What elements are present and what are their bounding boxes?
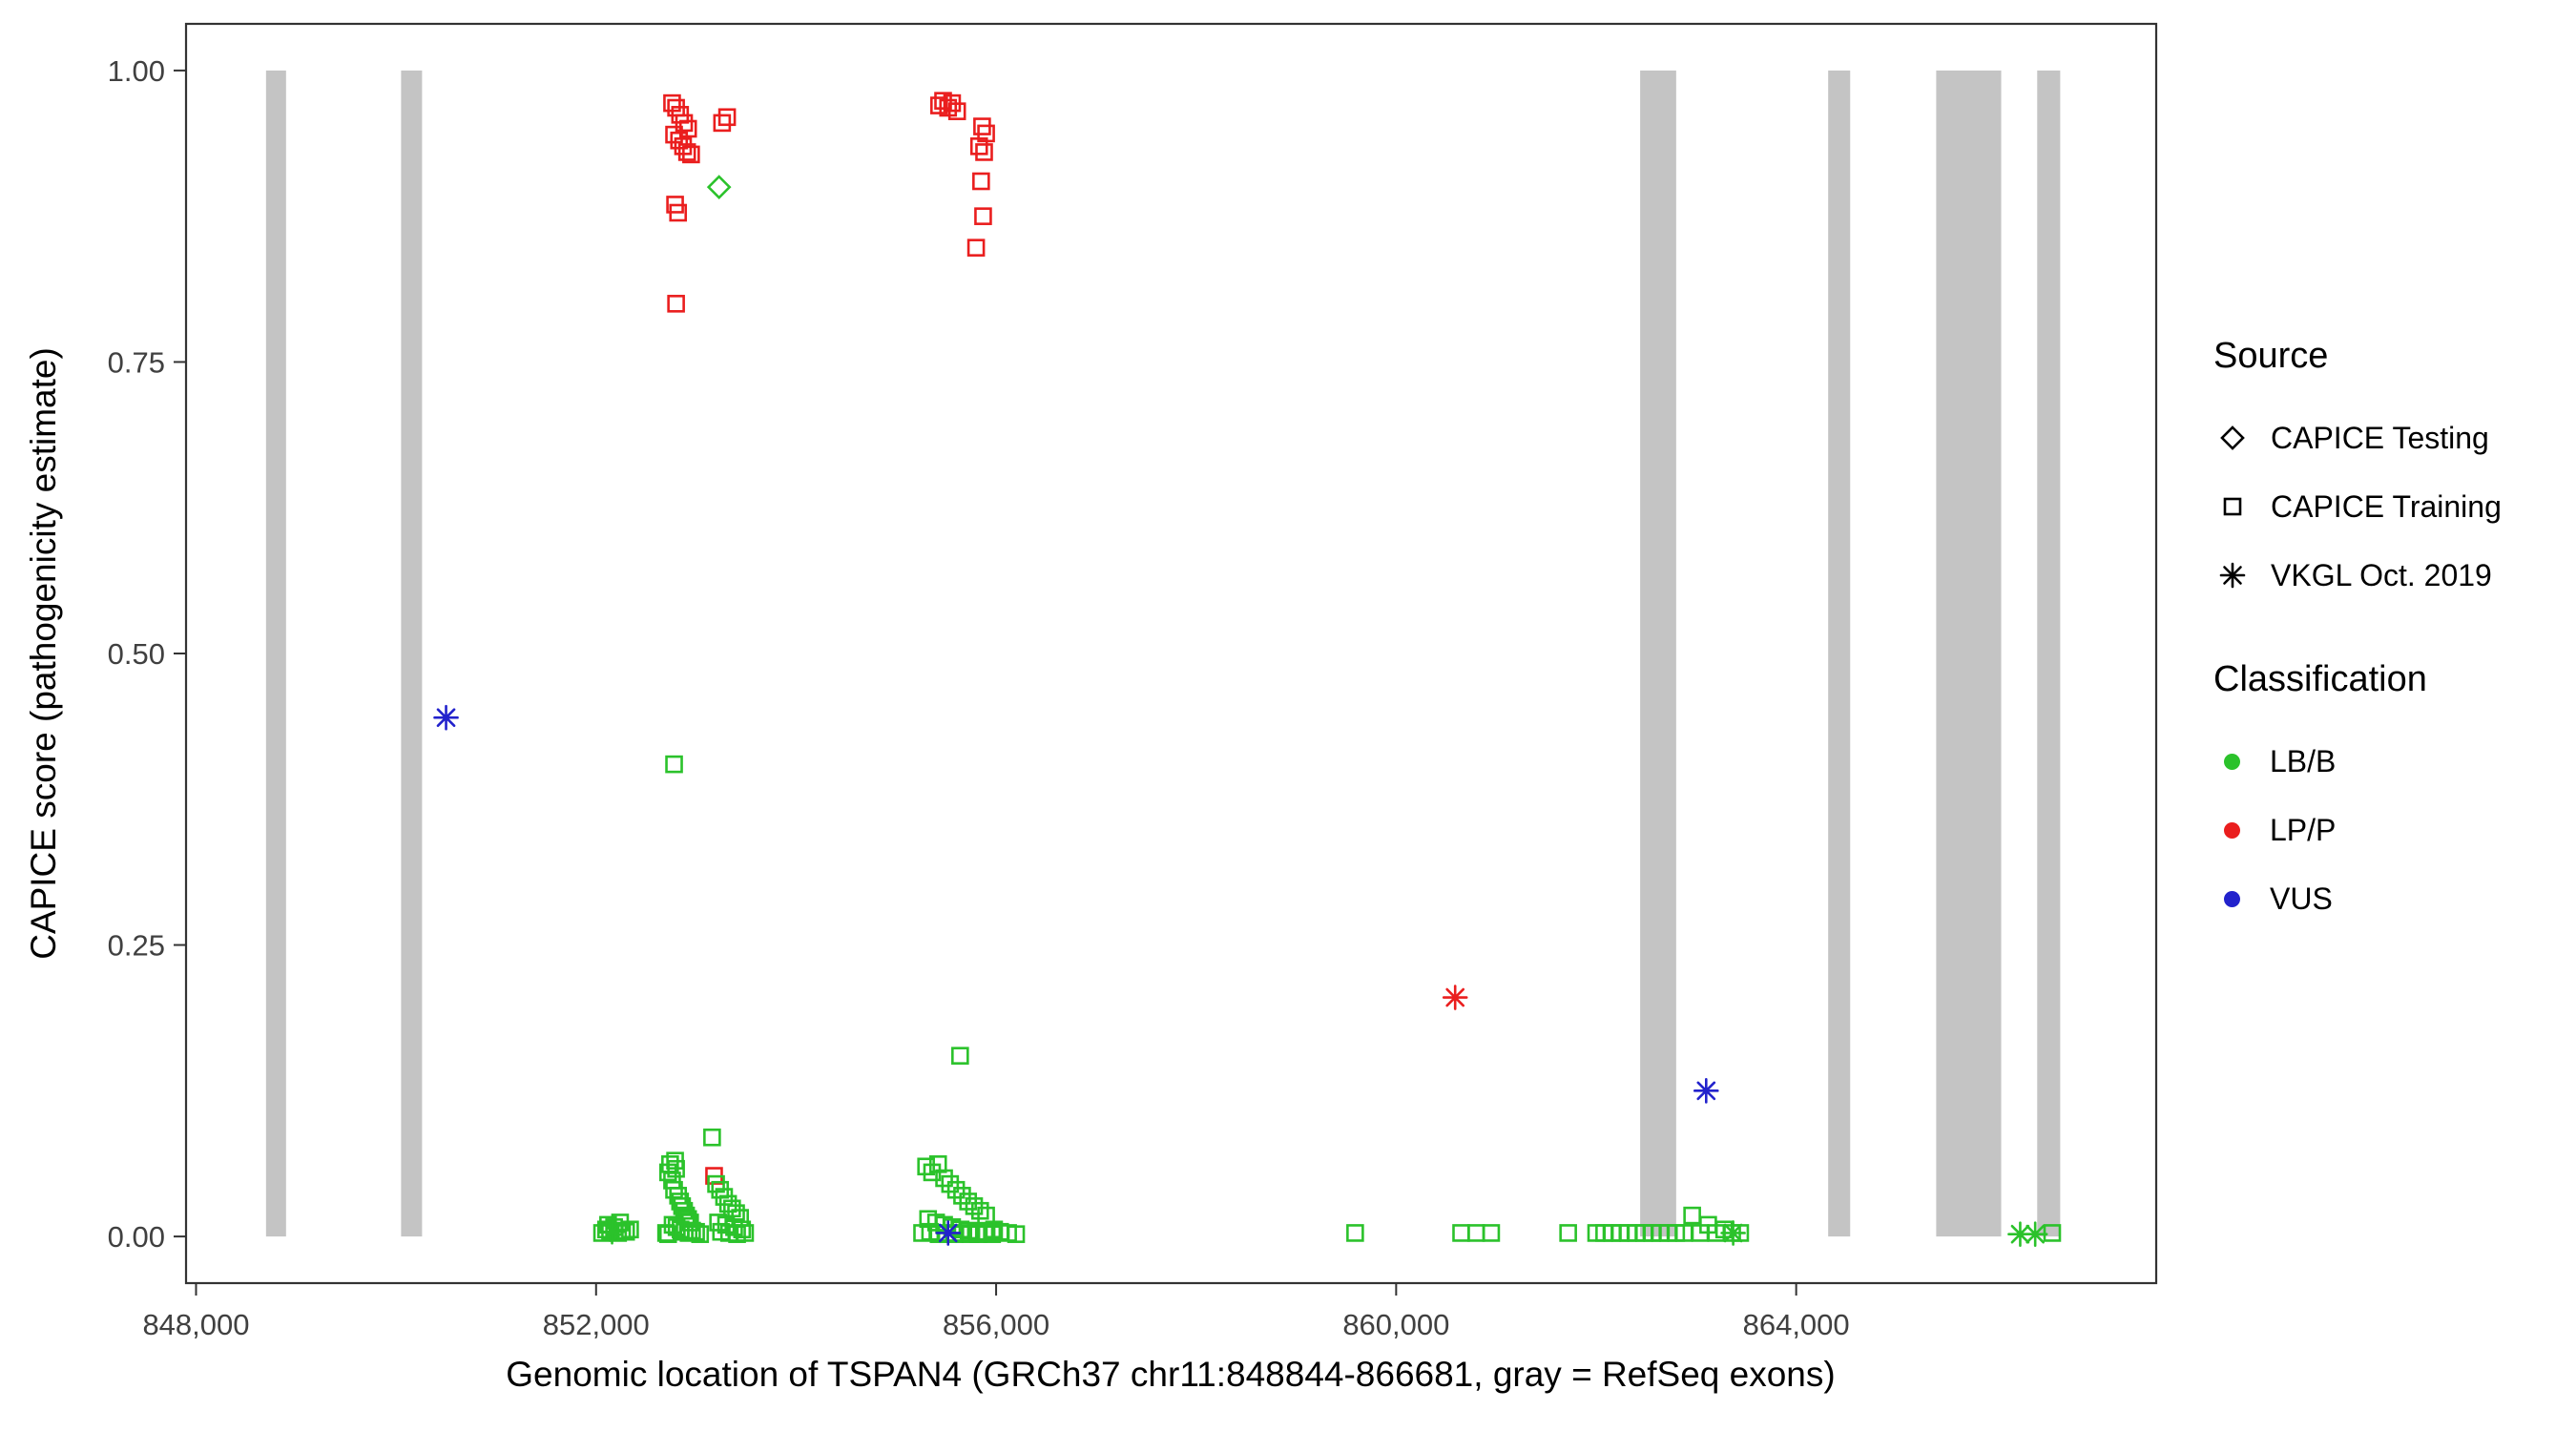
data-point-square — [665, 755, 683, 774]
data-point-square — [1466, 1224, 1485, 1242]
data-point-square — [965, 1197, 984, 1215]
y-axis-title: CAPICE score (pathogenicity estimate) — [24, 347, 63, 960]
data-point-asterisk — [433, 704, 459, 731]
x-tick-label: 852,000 — [543, 1308, 650, 1341]
data-point-square — [669, 203, 688, 222]
legend: Source CAPICE Testing CAPICE Training VK… — [2213, 336, 2502, 933]
data-point-square — [930, 96, 948, 114]
x-tick-label: 848,000 — [142, 1308, 249, 1341]
data-point-square — [1482, 1224, 1501, 1242]
legend-label-vkgl: VKGL Oct. 2019 — [2271, 557, 2492, 592]
data-point-asterisk — [2022, 1221, 2048, 1247]
legend-item-capice-testing: CAPICE Testing — [2213, 404, 2502, 472]
legend-item-vkgl: VKGL Oct. 2019 — [2213, 541, 2502, 610]
y-tick-label: 0.75 — [108, 345, 165, 379]
data-point-square — [666, 1151, 684, 1170]
y-tick-label: 0.00 — [108, 1220, 165, 1254]
data-point-square — [1346, 1224, 1364, 1242]
data-point-square — [974, 207, 992, 225]
data-point-diamond — [706, 175, 732, 199]
legend-label-lbb: LB/B — [2270, 743, 2337, 778]
data-point-square — [658, 1225, 677, 1243]
legend-gap — [2213, 610, 2502, 659]
data-point-square — [969, 137, 988, 156]
data-point-square — [671, 1192, 690, 1211]
data-point-asterisk — [599, 1218, 625, 1245]
data-point-square — [713, 114, 732, 133]
red-dot-icon — [2224, 821, 2240, 839]
data-point-square — [1559, 1224, 1577, 1242]
data-point-square — [733, 1220, 752, 1239]
x-tick-label: 864,000 — [1743, 1308, 1850, 1341]
exon-band — [1936, 70, 2002, 1237]
data-point-diamond — [2220, 425, 2245, 450]
data-point-square — [935, 1169, 953, 1188]
data-point-square — [691, 1225, 710, 1243]
data-point-asterisk — [1720, 1220, 1746, 1246]
data-point-square — [1007, 1225, 1026, 1243]
data-point-square — [951, 1047, 969, 1065]
legend-item-vus: VUS — [2213, 864, 2502, 933]
legend-label-lpp: LP/P — [2270, 812, 2337, 847]
blue-dot-icon — [2224, 890, 2240, 907]
data-point-square — [682, 145, 700, 164]
exon-band — [2037, 70, 2061, 1237]
data-point-square — [959, 1192, 978, 1211]
exon-band — [1828, 70, 1851, 1237]
x-tick-label: 860,000 — [1342, 1308, 1449, 1341]
data-point-square — [946, 1180, 966, 1199]
green-dot-icon — [2224, 753, 2240, 770]
data-point-asterisk — [2219, 562, 2246, 589]
legend-source-title: Source — [2213, 336, 2329, 376]
data-point-square — [678, 119, 697, 138]
y-tick-label: 0.50 — [108, 637, 165, 671]
legend-label-capice-testing: CAPICE Testing — [2271, 420, 2489, 455]
legend-classification-title: Classification — [2213, 659, 2427, 699]
legend-item-lpp: LP/P — [2213, 796, 2502, 864]
y-tick-label: 1.00 — [108, 54, 165, 88]
data-point-square — [1683, 1206, 1701, 1225]
data-point-square — [970, 1201, 989, 1220]
data-point-asterisk — [1693, 1078, 1719, 1104]
data-point-asterisk — [2007, 1221, 2033, 1247]
exon-band — [401, 70, 423, 1237]
data-point-square — [665, 125, 683, 144]
diamond-icon — [2213, 419, 2252, 457]
data-point-square — [703, 1128, 721, 1147]
data-point-square — [917, 1157, 935, 1176]
square-icon — [2213, 487, 2252, 526]
y-tick-label: 0.25 — [108, 929, 165, 963]
data-point-square — [717, 108, 737, 127]
data-point-square — [928, 1155, 947, 1173]
legend-item-lbb: LB/B — [2213, 727, 2502, 796]
data-point-square — [939, 98, 958, 117]
data-point-square — [675, 114, 694, 133]
legend-label-capice-training: CAPICE Training — [2271, 488, 2502, 524]
data-point-square — [947, 102, 966, 120]
data-point-square — [975, 143, 993, 161]
asterisk-icon — [2213, 556, 2252, 594]
data-point-square — [2223, 497, 2242, 516]
exon-band — [1640, 70, 1676, 1237]
x-axis-title: Genomic location of TSPAN4 (GRCh37 chr11… — [506, 1355, 1836, 1394]
data-point-square — [953, 1187, 971, 1205]
data-point-square — [972, 172, 990, 191]
panel-border — [184, 22, 2158, 1285]
data-point-square — [736, 1224, 755, 1242]
x-tick-label: 856,000 — [943, 1308, 1049, 1341]
data-point-square — [985, 1220, 1004, 1239]
data-point-asterisk — [935, 1220, 962, 1246]
data-point-square — [687, 1222, 705, 1241]
exon-band — [265, 70, 286, 1237]
data-point-square — [667, 295, 685, 313]
data-point-square — [1452, 1224, 1470, 1242]
data-point-asterisk — [1442, 985, 1468, 1010]
data-point-square — [941, 1174, 960, 1193]
data-point-square — [677, 143, 696, 161]
data-point-square — [966, 238, 986, 257]
legend-label-vus: VUS — [2270, 881, 2333, 916]
legend-item-capice-training: CAPICE Training — [2213, 472, 2502, 541]
